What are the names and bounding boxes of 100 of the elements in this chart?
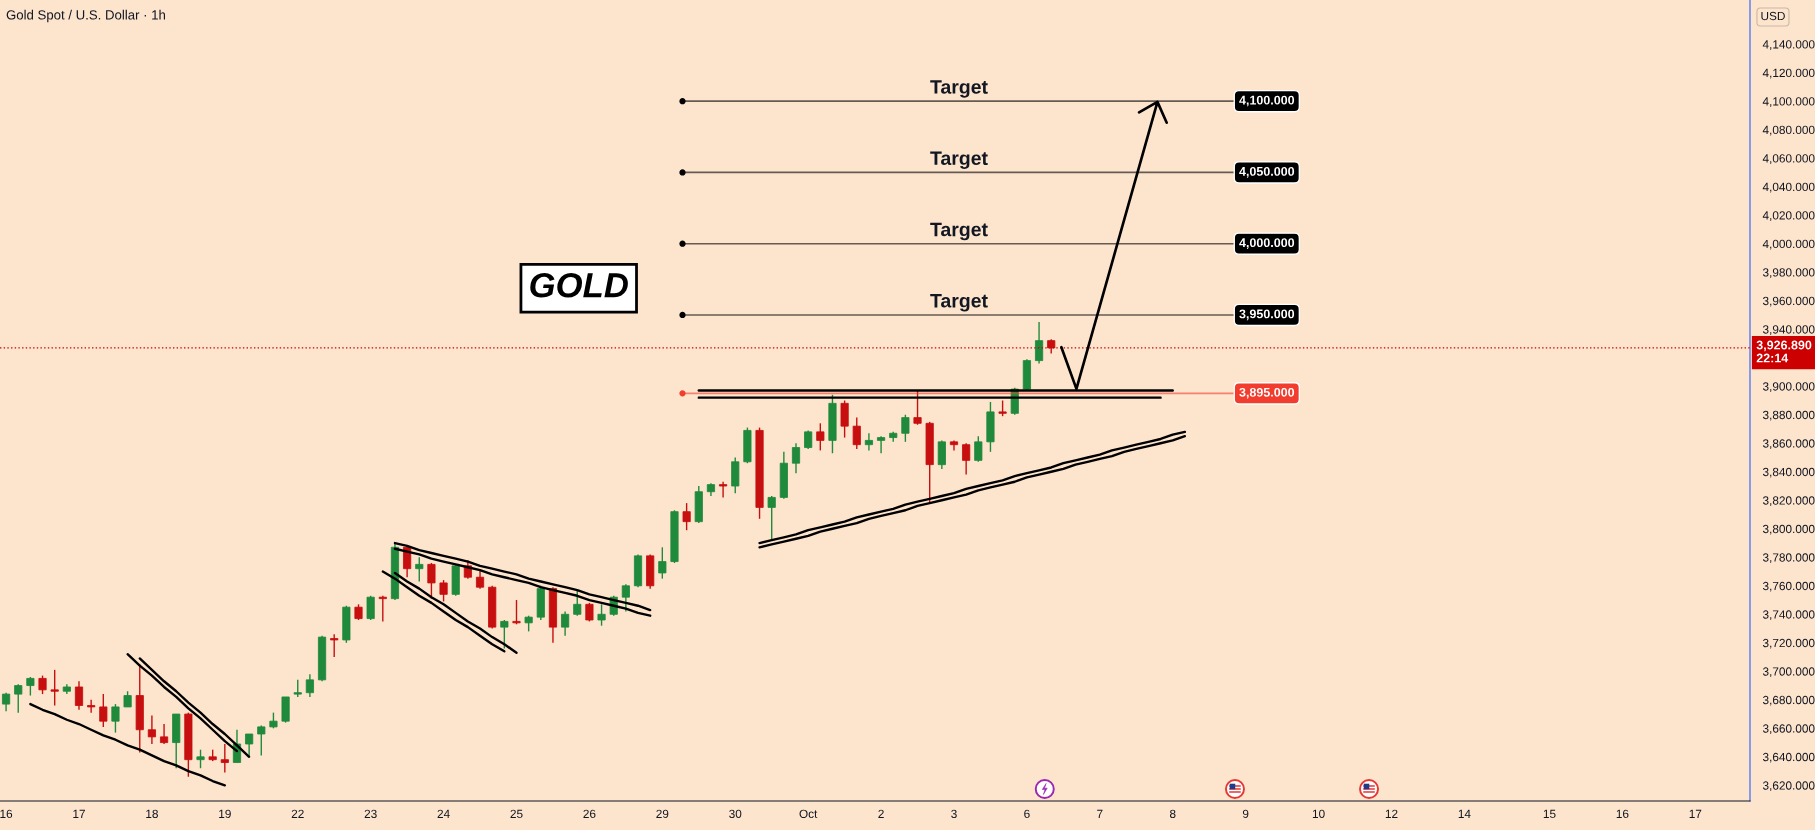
x-tick-label: 2 xyxy=(878,809,884,818)
annotation: Target xyxy=(930,80,988,98)
x-tick-label: 6 xyxy=(1024,809,1030,818)
x-tick-label: 18 xyxy=(146,809,158,818)
candlestick xyxy=(913,389,922,426)
candlestick xyxy=(804,429,813,450)
y-tick-label: 3,780.000 xyxy=(1762,553,1815,564)
candlestick xyxy=(974,435,983,463)
x-tick-label: Oct xyxy=(799,809,818,818)
candlestick xyxy=(305,673,314,698)
candlestick xyxy=(74,680,84,711)
y-tick-label: 4,040.000 xyxy=(1762,182,1815,193)
y-tick-label: 3,880.000 xyxy=(1762,410,1815,421)
candlestick xyxy=(840,399,849,439)
y-tick-label: 3,620.000 xyxy=(1762,781,1815,792)
x-tick-label: 24 xyxy=(437,809,450,818)
candlestick xyxy=(877,435,886,454)
candlestick xyxy=(500,619,509,650)
y-tick-label: 4,100.000 xyxy=(1762,97,1815,107)
candlestick xyxy=(366,595,375,621)
candlestick xyxy=(621,583,630,613)
x-tick-label: 17 xyxy=(1689,809,1702,818)
x-tick-label: 26 xyxy=(583,809,596,818)
candlestick xyxy=(791,442,801,474)
x-tick-label: 25 xyxy=(510,809,523,818)
y-tick-label: 3,640.000 xyxy=(1762,752,1815,763)
x-tick-label: 7 xyxy=(1097,809,1103,818)
x-tick-label: 22 xyxy=(291,809,304,818)
y-tick-label: 3,900.000 xyxy=(1762,382,1815,393)
candlestick xyxy=(512,599,521,625)
x-tick-label: 23 xyxy=(364,809,377,818)
y-axis-title: USD xyxy=(1761,11,1785,21)
y-tick-label: 3,660.000 xyxy=(1762,724,1815,735)
x-tick-label: 17 xyxy=(73,809,85,818)
candlestick xyxy=(220,743,229,774)
y-tick-label: 3,940.000 xyxy=(1762,325,1815,336)
candlestick xyxy=(682,502,691,531)
ref-line-label: 4,050.000 xyxy=(1239,166,1295,178)
candlestick xyxy=(245,733,254,758)
ref-line-label: 4,000.000 xyxy=(1239,238,1295,249)
y-tick-label: 3,760.000 xyxy=(1762,581,1815,592)
candlestick xyxy=(573,589,582,617)
candlestick xyxy=(901,414,910,443)
y-tick-label: 4,140.000 xyxy=(1762,40,1815,50)
candlestick xyxy=(257,724,266,757)
candlestick xyxy=(50,669,59,707)
candlestick xyxy=(937,439,946,470)
candlestick xyxy=(415,556,424,583)
y-tick-label: 4,020.000 xyxy=(1762,211,1815,221)
candlestick xyxy=(816,422,825,452)
line-series xyxy=(29,702,227,787)
ref-line-label: 3,895.000 xyxy=(1239,387,1295,399)
x-tick-label: 14 xyxy=(1458,809,1471,818)
line-series xyxy=(381,570,506,653)
x-tick-label: 9 xyxy=(1242,809,1249,818)
candlestick xyxy=(1035,321,1044,365)
candlestick xyxy=(160,723,169,745)
y-tick-label: 3,800.000 xyxy=(1762,524,1815,535)
y-tick-label: 3,740.000 xyxy=(1762,610,1815,621)
candlestick xyxy=(475,569,485,590)
y-tick-label: 3,720.000 xyxy=(1762,638,1815,649)
line-series xyxy=(393,571,518,654)
annotation: Target xyxy=(930,222,988,241)
candlestick xyxy=(111,703,120,734)
y-tick-label: 3,700.000 xyxy=(1762,667,1815,678)
candlestick xyxy=(26,676,35,697)
candlestick xyxy=(38,674,47,695)
x-tick-label: 10 xyxy=(1312,809,1325,818)
y-tick-label: 4,000.000 xyxy=(1762,239,1815,250)
ref-line-label: 4,100.000 xyxy=(1239,95,1295,107)
candlestick xyxy=(147,714,156,745)
candlestick xyxy=(719,481,728,499)
x-tick-label: 15 xyxy=(1543,809,1556,818)
y-tick-label: 3,860.000 xyxy=(1762,439,1815,450)
candlestick xyxy=(99,693,108,728)
candlestick xyxy=(597,603,606,627)
x-tick-label: 8 xyxy=(1169,809,1176,818)
candlestick xyxy=(196,748,205,769)
y-tick-label: 3,680.000 xyxy=(1762,695,1815,706)
ref-line-label: 3,950.000 xyxy=(1239,309,1295,321)
y-tick-label: 4,120.000 xyxy=(1762,68,1815,79)
y-tick-label: 3,960.000 xyxy=(1762,296,1815,307)
text: Gold Spot / U.S. Dollar · 1h xyxy=(6,9,166,23)
candlestick xyxy=(658,546,667,580)
annotation: Target xyxy=(930,151,988,169)
candlestick xyxy=(330,633,339,658)
annotation: GOLD xyxy=(530,272,628,298)
candlestick xyxy=(561,610,570,637)
y-tick-label: 4,080.000 xyxy=(1762,125,1815,136)
candlestick xyxy=(439,579,448,603)
annotation: Target xyxy=(930,294,988,312)
y-tick-label: 4,060.000 xyxy=(1762,154,1815,164)
ref-line-label: 3,926.890 22:14 xyxy=(1756,340,1812,363)
x-tick-label: 29 xyxy=(656,809,669,818)
candlestick xyxy=(852,416,861,450)
candlestick xyxy=(962,442,971,476)
y-tick-label: 3,980.000 xyxy=(1762,268,1815,279)
x-tick-label: 12 xyxy=(1385,809,1398,818)
candlestick xyxy=(87,699,96,714)
x-tick-label: 30 xyxy=(729,809,742,818)
